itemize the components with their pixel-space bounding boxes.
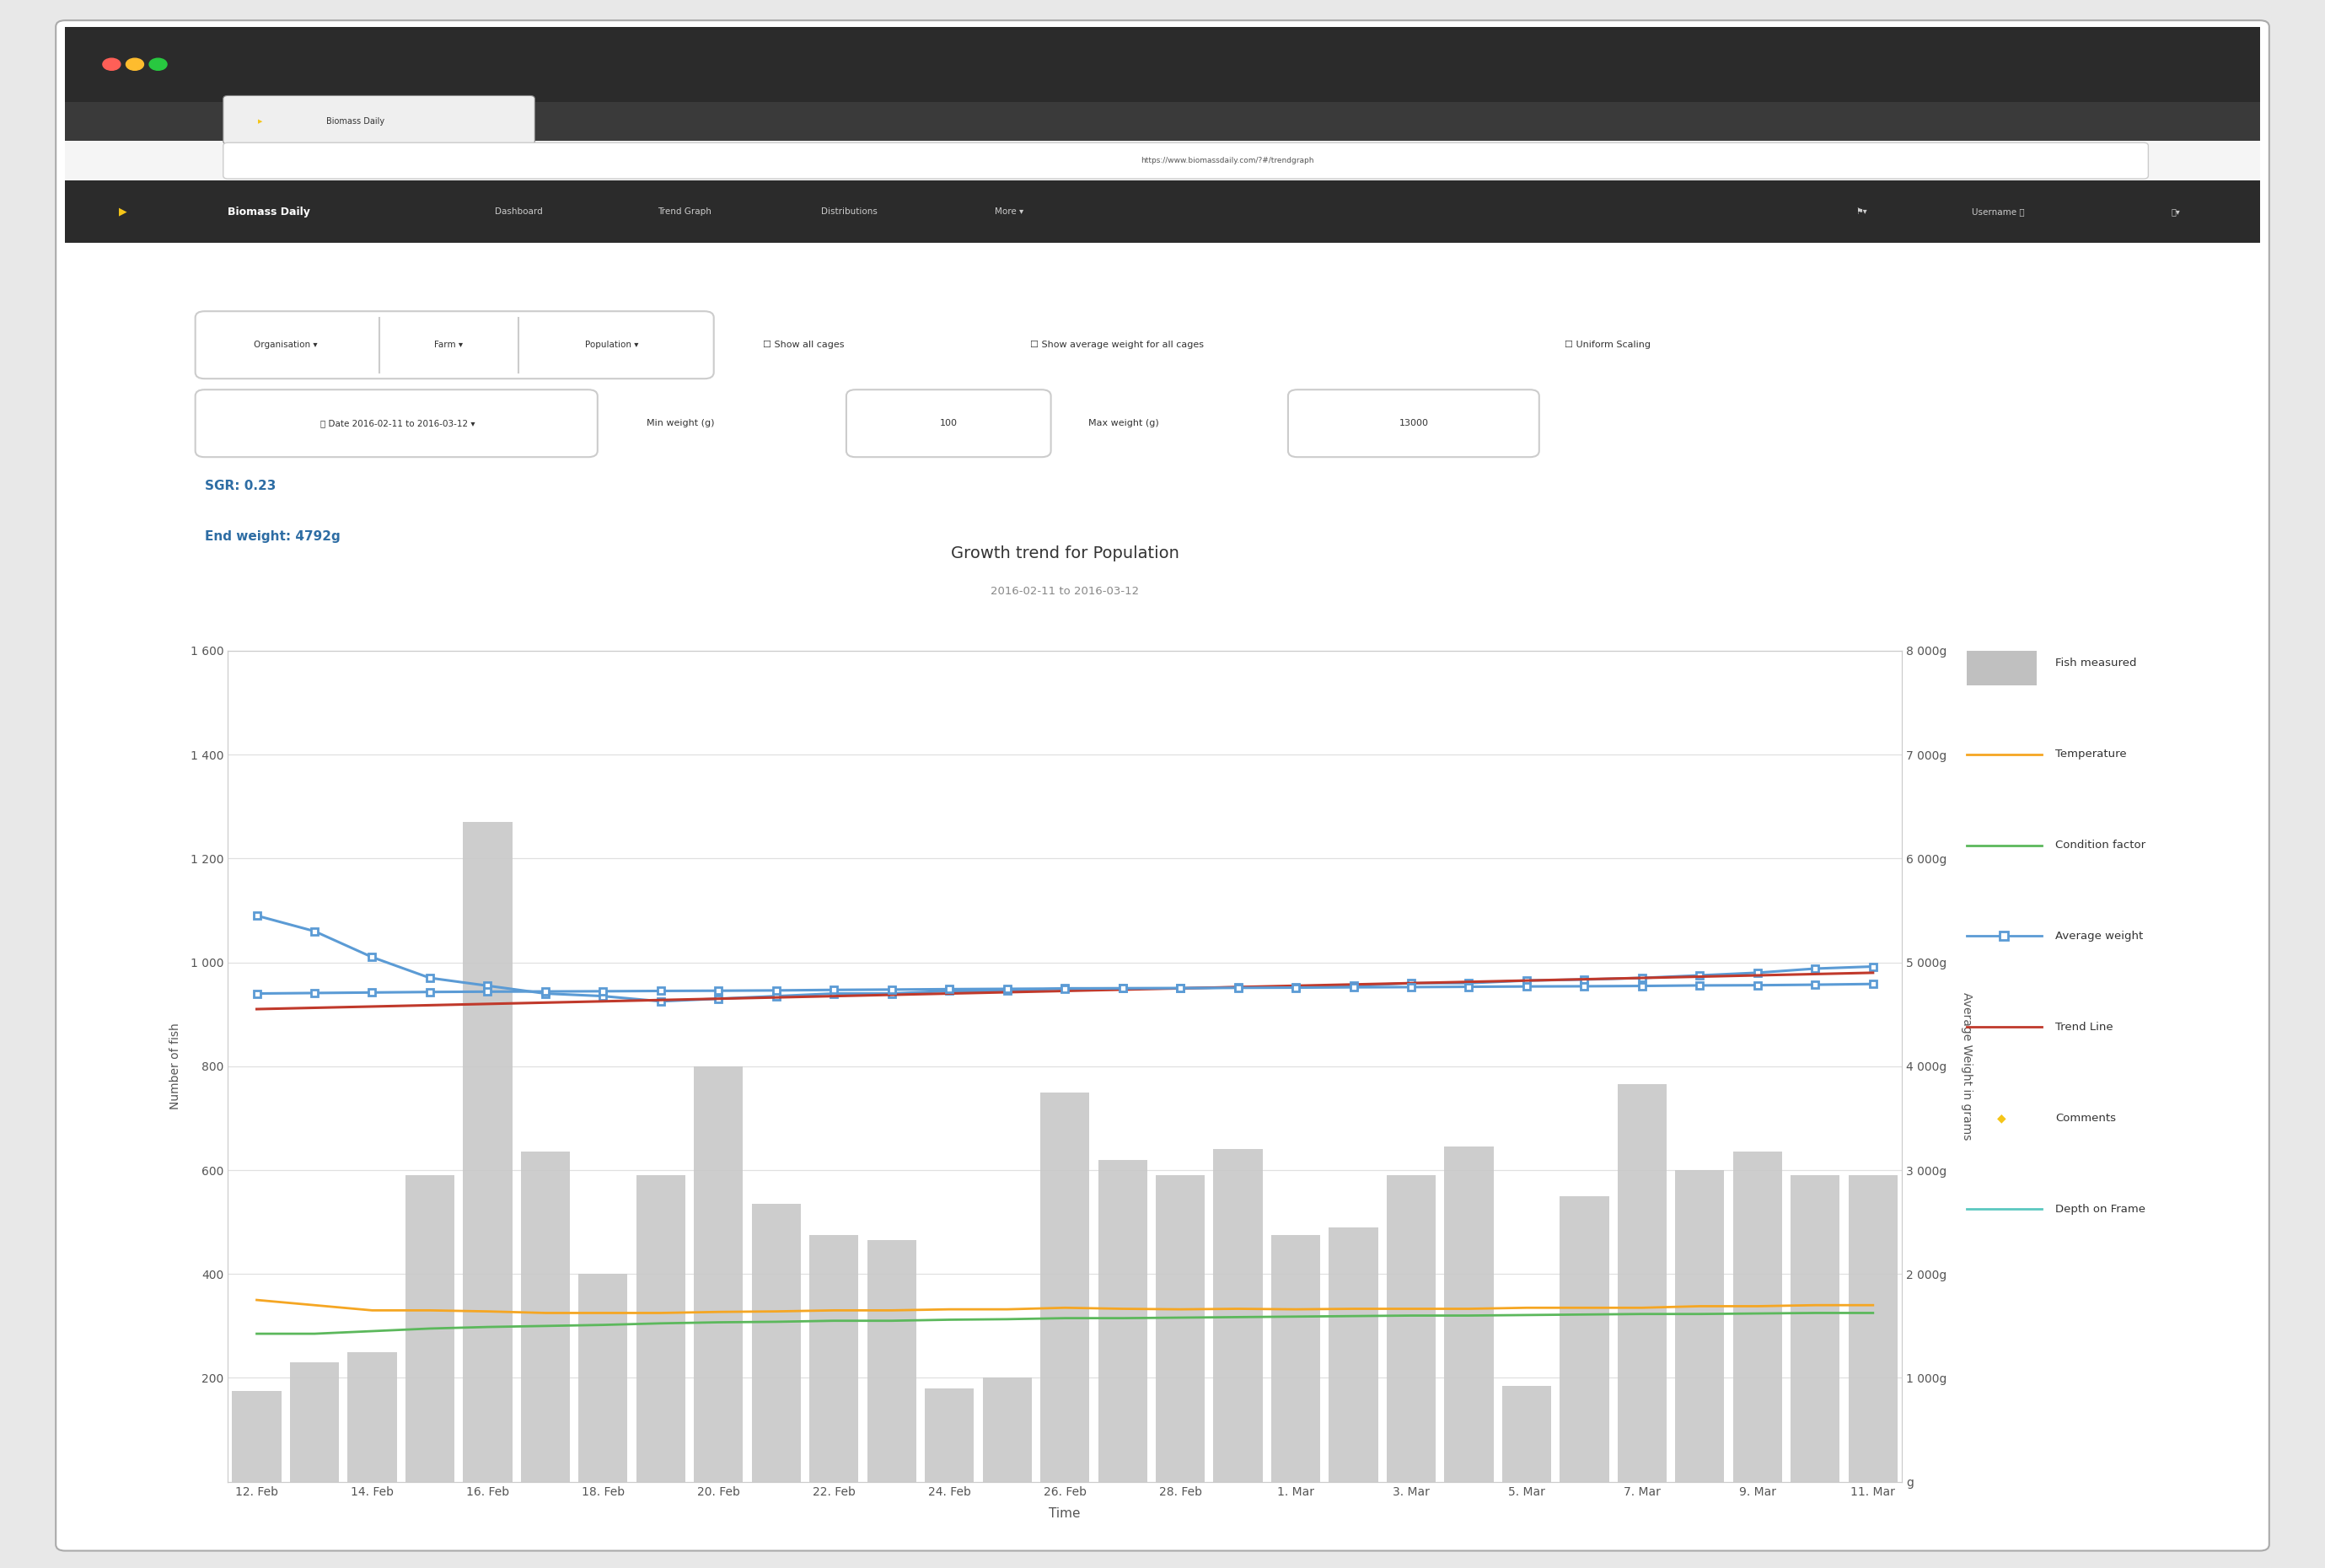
Text: More ▾: More ▾ xyxy=(995,207,1023,216)
Y-axis label: Number of fish: Number of fish xyxy=(170,1022,181,1110)
Text: Min weight (g): Min weight (g) xyxy=(646,419,714,428)
Bar xyxy=(579,1273,628,1482)
Bar xyxy=(1097,1160,1146,1482)
Bar xyxy=(463,822,511,1482)
Bar xyxy=(1214,1149,1262,1482)
Bar xyxy=(1848,1176,1897,1482)
Bar xyxy=(521,1152,570,1482)
Text: Trend Graph: Trend Graph xyxy=(658,207,711,216)
X-axis label: Time: Time xyxy=(1049,1507,1081,1519)
FancyBboxPatch shape xyxy=(223,143,2148,179)
Bar xyxy=(1732,1152,1781,1482)
Text: Biomass Daily: Biomass Daily xyxy=(326,118,386,125)
Text: SGR: 0.23: SGR: 0.23 xyxy=(205,480,277,492)
Bar xyxy=(65,102,2260,141)
Text: Temperature: Temperature xyxy=(2055,750,2127,759)
Bar xyxy=(65,27,2260,102)
Bar xyxy=(1790,1176,1839,1482)
Text: Dashboard: Dashboard xyxy=(495,207,544,216)
Text: Depth on Frame: Depth on Frame xyxy=(2055,1204,2146,1214)
FancyBboxPatch shape xyxy=(56,20,2269,1551)
Bar xyxy=(1272,1236,1321,1482)
Bar xyxy=(1618,1085,1667,1482)
Bar xyxy=(405,1176,453,1482)
Circle shape xyxy=(126,58,144,71)
Bar xyxy=(1444,1146,1493,1482)
Text: ⓘ▾: ⓘ▾ xyxy=(2172,207,2181,216)
Text: Organisation ▾: Organisation ▾ xyxy=(253,340,319,350)
Bar xyxy=(1386,1176,1437,1482)
FancyBboxPatch shape xyxy=(195,312,714,379)
Text: 13000: 13000 xyxy=(1400,419,1428,428)
Bar xyxy=(751,1204,800,1482)
Y-axis label: Average Weight in grams: Average Weight in grams xyxy=(1960,993,1972,1140)
Bar xyxy=(1502,1386,1551,1482)
Text: Max weight (g): Max weight (g) xyxy=(1088,419,1158,428)
Text: Trend Line: Trend Line xyxy=(2055,1022,2113,1032)
Text: ▶: ▶ xyxy=(119,207,128,216)
Circle shape xyxy=(102,58,121,71)
Bar xyxy=(349,1352,398,1482)
Text: ▶: ▶ xyxy=(258,119,263,124)
Bar xyxy=(232,1391,281,1482)
Text: Username 👤: Username 👤 xyxy=(1972,207,2025,216)
Bar xyxy=(1156,1176,1204,1482)
Text: Average weight: Average weight xyxy=(2055,931,2144,941)
Text: ◆: ◆ xyxy=(1997,1112,2006,1124)
Text: 📅 Date 2016-02-11 to 2016-03-12 ▾: 📅 Date 2016-02-11 to 2016-03-12 ▾ xyxy=(321,419,474,428)
Text: Condition factor: Condition factor xyxy=(2055,840,2146,850)
Text: https://www.biomassdaily.com/?#/trendgraph: https://www.biomassdaily.com/?#/trendgra… xyxy=(1142,157,1314,165)
Text: 2016-02-11 to 2016-03-12: 2016-02-11 to 2016-03-12 xyxy=(990,586,1139,596)
Text: ☐ Show average weight for all cages: ☐ Show average weight for all cages xyxy=(1030,340,1204,350)
Text: ☐ Uniform Scaling: ☐ Uniform Scaling xyxy=(1565,340,1651,350)
Bar xyxy=(1676,1170,1725,1482)
Text: ☐ Show all cages: ☐ Show all cages xyxy=(763,340,844,350)
Text: Farm ▾: Farm ▾ xyxy=(435,340,463,350)
Text: 100: 100 xyxy=(939,419,958,428)
Text: Comments: Comments xyxy=(2055,1113,2116,1123)
Text: End weight: 4792g: End weight: 4792g xyxy=(205,530,339,543)
Bar xyxy=(291,1363,339,1482)
Bar xyxy=(637,1176,686,1482)
Bar xyxy=(693,1066,744,1482)
Bar xyxy=(1560,1196,1609,1482)
FancyBboxPatch shape xyxy=(1288,390,1539,458)
Bar xyxy=(867,1240,916,1482)
FancyBboxPatch shape xyxy=(846,390,1051,458)
Bar xyxy=(1039,1093,1090,1482)
Text: Growth trend for Population: Growth trend for Population xyxy=(951,546,1179,561)
Bar xyxy=(925,1388,974,1482)
Text: Fish measured: Fish measured xyxy=(2055,659,2137,668)
Bar xyxy=(65,141,2260,180)
FancyBboxPatch shape xyxy=(195,390,598,458)
FancyBboxPatch shape xyxy=(223,96,535,144)
Bar xyxy=(809,1236,858,1482)
Bar xyxy=(65,180,2260,243)
Circle shape xyxy=(149,58,167,71)
Text: Population ▾: Population ▾ xyxy=(584,340,639,350)
Text: Biomass Daily: Biomass Daily xyxy=(228,207,309,216)
Bar xyxy=(983,1378,1032,1482)
Text: Distributions: Distributions xyxy=(821,207,877,216)
Bar xyxy=(1330,1228,1379,1482)
Text: ⚑▾: ⚑▾ xyxy=(1855,207,1867,216)
